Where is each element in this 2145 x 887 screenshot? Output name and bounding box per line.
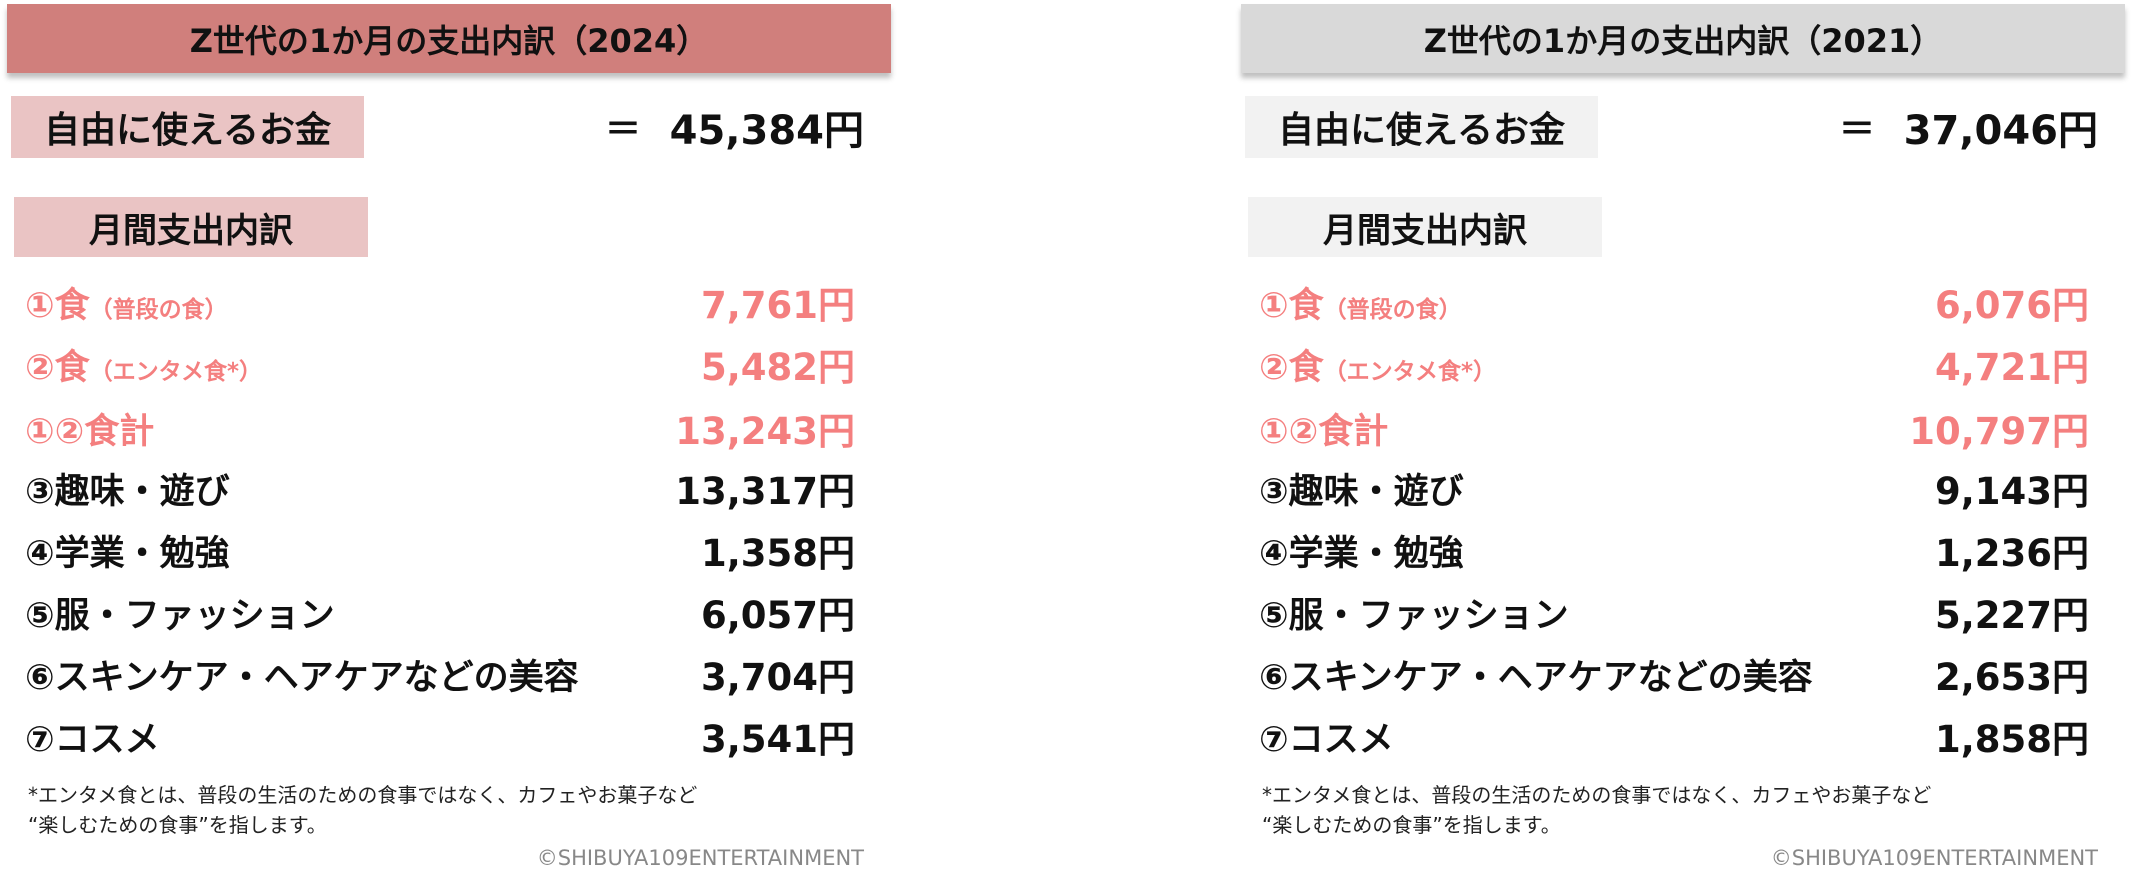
expense-label: ③趣味・遊び [1259,471,1464,512]
expense-sublabel: （エンタメ食*） [89,358,262,385]
copyright: ©SHIBUYA109ENTERTAINMENT [536,846,864,870]
expense-label: ②食 [1259,347,1324,388]
expense-label-group: ③趣味・遊び [1259,463,1464,514]
monthly-breakdown-label: 月間支出内訳 [14,197,368,257]
expense-label-group: ⑤服・ファッション [25,587,335,638]
expense-value: 4,721円 [1934,346,2089,389]
expense-label-group: ⑦コスメ [25,711,160,762]
footnote: *エンタメ食とは、普段の生活のための食事ではなく、カフェやお菓子など “楽しむため… [28,780,697,840]
expense-row: ⑤服・ファッション 6,057円 [25,587,855,637]
panel-2021: Z世代の1か月の支出内訳（2021） 自由に使えるお金 ＝ 37,046円 月間… [1234,0,2134,887]
expense-label: ①②食計 [1259,411,1389,452]
expense-row: ③趣味・遊び 13,317円 [25,463,855,513]
expense-label: ①②食計 [25,411,155,452]
expense-value: 1,236円 [1934,532,2089,575]
expense-label-group: ①②食計 [1259,403,1388,454]
expense-value: 13,317円 [675,470,855,513]
free-money-label: 自由に使えるお金 [11,96,364,158]
expense-row: ⑥スキンケア・ヘアケアなどの美容 3,704円 [25,649,855,699]
footnote-line: “楽しむための食事”を指します。 [1262,813,1561,837]
expense-row: ①②食計 10,797円 [1259,403,2089,453]
monthly-breakdown-label: 月間支出内訳 [1248,197,1602,257]
expense-row: ⑤服・ファッション 5,227円 [1259,587,2089,637]
expense-sublabel: （普段の食） [89,296,228,323]
panel-2024: Z世代の1か月の支出内訳（2024） 自由に使えるお金 ＝ 45,384円 月間… [0,0,900,887]
expense-label: ⑦コスメ [1259,719,1394,760]
expense-row: ⑥スキンケア・ヘアケアなどの美容 2,653円 [1259,649,2089,699]
expense-row: ①②食計 13,243円 [25,403,855,453]
expense-row: ②食（エンタメ食*） 5,482円 [25,339,855,389]
expense-row: ①食（普段の食） 7,761円 [25,277,855,327]
copyright: ©SHIBUYA109ENTERTAINMENT [1770,846,2098,870]
equals-sign: ＝ [605,109,642,150]
expense-label: ⑥スキンケア・ヘアケアなどの美容 [1259,657,1813,698]
free-money-value: 45,384円 [669,108,864,154]
expense-value: 13,243円 [675,410,855,453]
expense-value: 5,482円 [700,346,855,389]
free-money-value: 37,046円 [1903,108,2098,154]
expense-label: ⑦コスメ [25,719,160,760]
expense-label: ⑤服・ファッション [1259,595,1569,636]
expense-value: 6,057円 [700,594,855,637]
equals-sign: ＝ [1839,109,1876,150]
expense-value: 3,704円 [700,656,855,699]
expense-label-group: ⑦コスメ [1259,711,1394,762]
expense-label: ⑥スキンケア・ヘアケアなどの美容 [25,657,579,698]
free-money-label: 自由に使えるお金 [1245,96,1598,158]
expense-label-group: ①食（普段の食） [1259,277,1462,328]
expense-label: ③趣味・遊び [25,471,230,512]
expense-value: 10,797円 [1909,410,2089,453]
expense-value: 6,076円 [1934,284,2089,327]
expense-value: 7,761円 [700,284,855,327]
panel-title: Z世代の1か月の支出内訳（2024） [7,4,891,73]
footnote-line: *エンタメ食とは、普段の生活のための食事ではなく、カフェやお菓子など [1262,783,1932,807]
expense-value: 5,227円 [1934,594,2089,637]
expense-label-group: ⑥スキンケア・ヘアケアなどの美容 [1259,649,1813,700]
expense-label: ①食 [25,285,90,326]
expense-label-group: ①②食計 [25,403,154,454]
expense-value: 2,653円 [1934,656,2089,699]
expense-label-group: ②食（エンタメ食*） [1259,339,1496,390]
expense-label-group: ⑥スキンケア・ヘアケアなどの美容 [25,649,579,700]
expense-row: ⑦コスメ 1,858円 [1259,711,2089,761]
expense-row: ⑦コスメ 3,541円 [25,711,855,761]
expense-label-group: ②食（エンタメ食*） [25,339,262,390]
expense-label-group: ③趣味・遊び [25,463,230,514]
footnote: *エンタメ食とは、普段の生活のための食事ではなく、カフェやお菓子など “楽しむため… [1262,780,1931,840]
expense-label-group: ①食（普段の食） [25,277,228,328]
footnote-line: “楽しむための食事”を指します。 [28,813,327,837]
expense-label: ②食 [25,347,90,388]
expense-sublabel: （普段の食） [1323,296,1462,323]
expense-row: ④学業・勉強 1,358円 [25,525,855,575]
expense-label-group: ④学業・勉強 [1259,525,1464,576]
expense-row: ②食（エンタメ食*） 4,721円 [1259,339,2089,389]
expense-row: ④学業・勉強 1,236円 [1259,525,2089,575]
expense-label: ④学業・勉強 [1259,533,1464,574]
expense-row: ①食（普段の食） 6,076円 [1259,277,2089,327]
panel-title: Z世代の1か月の支出内訳（2021） [1241,4,2125,73]
expense-sublabel: （エンタメ食*） [1323,358,1496,385]
expense-value: 3,541円 [700,718,855,761]
expense-label: ⑤服・ファッション [25,595,335,636]
expense-label-group: ④学業・勉強 [25,525,230,576]
expense-label-group: ⑤服・ファッション [1259,587,1569,638]
expense-row: ③趣味・遊び 9,143円 [1259,463,2089,513]
expense-value: 1,358円 [700,532,855,575]
expense-label: ④学業・勉強 [25,533,230,574]
footnote-line: *エンタメ食とは、普段の生活のための食事ではなく、カフェやお菓子など [28,783,698,807]
expense-label: ①食 [1259,285,1324,326]
expense-value: 1,858円 [1934,718,2089,761]
expense-value: 9,143円 [1934,470,2089,513]
